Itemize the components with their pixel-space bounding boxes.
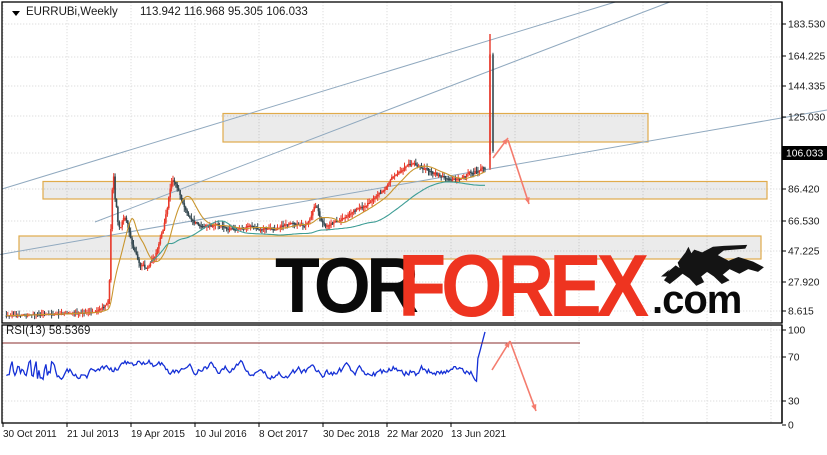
svg-text:183.530: 183.530 bbox=[788, 20, 825, 31]
svg-text:RSI(13) 58.5369: RSI(13) 58.5369 bbox=[6, 325, 90, 337]
svg-text:30 Oct 2011: 30 Oct 2011 bbox=[3, 429, 57, 440]
svg-text:EURRUBi,Weekly: EURRUBi,Weekly bbox=[26, 6, 118, 18]
svg-text:66.530: 66.530 bbox=[788, 217, 820, 228]
svg-text:TOR: TOR bbox=[275, 242, 418, 330]
svg-text:10 Jul 2016: 10 Jul 2016 bbox=[195, 429, 247, 440]
svg-text:19 Apr 2015: 19 Apr 2015 bbox=[131, 429, 185, 440]
svg-text:144.335: 144.335 bbox=[788, 82, 825, 93]
svg-text:8 Oct 2017: 8 Oct 2017 bbox=[259, 429, 308, 440]
svg-text:22 Mar 2020: 22 Mar 2020 bbox=[387, 429, 444, 440]
svg-text:FOREX: FOREX bbox=[398, 236, 649, 335]
svg-text:21 Jul 2013: 21 Jul 2013 bbox=[67, 429, 119, 440]
svg-text:30: 30 bbox=[788, 397, 800, 408]
svg-text:27.920: 27.920 bbox=[788, 278, 820, 289]
svg-text:30 Dec 2018: 30 Dec 2018 bbox=[323, 429, 380, 440]
svg-text:100: 100 bbox=[788, 326, 805, 337]
svg-text:86.420: 86.420 bbox=[788, 185, 820, 196]
svg-text:106.033: 106.033 bbox=[786, 149, 823, 160]
svg-text:125.030: 125.030 bbox=[788, 113, 825, 124]
svg-text:47.225: 47.225 bbox=[788, 247, 820, 258]
svg-text:0: 0 bbox=[788, 421, 794, 432]
svg-text:8.615: 8.615 bbox=[788, 307, 814, 318]
svg-text:164.225: 164.225 bbox=[788, 52, 825, 63]
svg-text:70: 70 bbox=[788, 353, 800, 364]
svg-text:113.942 116.968 95.305 106.033: 113.942 116.968 95.305 106.033 bbox=[140, 6, 308, 18]
svg-text:13 Jun 2021: 13 Jun 2021 bbox=[451, 429, 506, 440]
